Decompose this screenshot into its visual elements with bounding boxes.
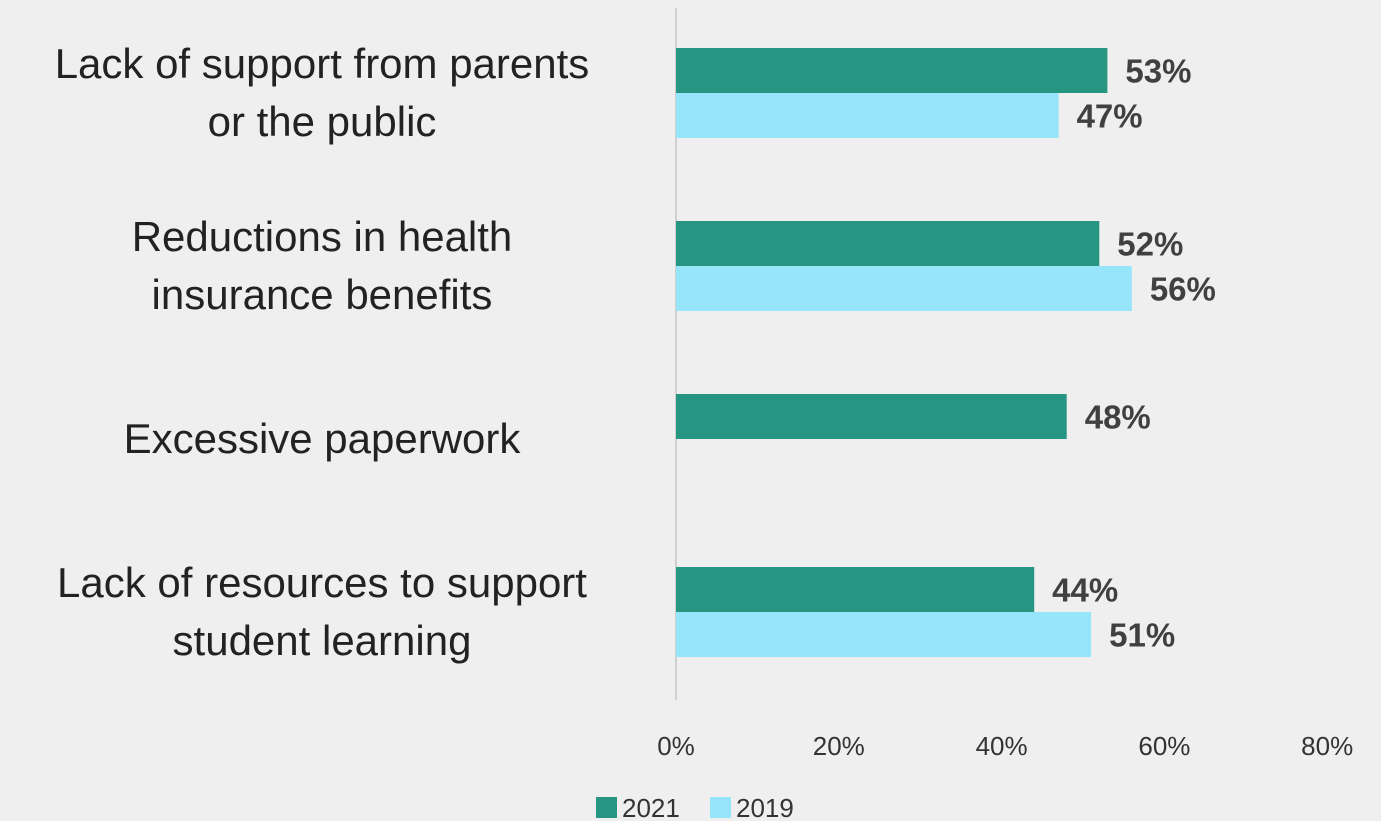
bar-2021-3: [676, 567, 1035, 612]
legend-label: 2021: [622, 793, 680, 821]
category-label: Excessive paperwork: [124, 415, 522, 462]
legend-swatch-2021: [596, 797, 617, 818]
bar-2021-2: [676, 394, 1067, 439]
category-label: or the public: [208, 98, 437, 145]
bar-2021-1: [676, 221, 1100, 266]
category-label: Lack of support from parents: [55, 40, 590, 87]
x-tick-label: 20%: [813, 731, 865, 761]
x-tick-label: 60%: [1138, 731, 1190, 761]
legend-swatch-2019: [710, 797, 731, 818]
data-label: 44%: [1052, 572, 1118, 609]
x-axis-ticks: 0% 20% 40% 60% 80%: [657, 731, 1353, 761]
bar-2021-0: [676, 48, 1108, 93]
category-label: student learning: [173, 617, 472, 664]
legend-label: 2019: [736, 793, 794, 821]
data-label: 47%: [1077, 98, 1143, 135]
x-tick-label: 0%: [657, 731, 695, 761]
bar-2019-0: [676, 93, 1059, 138]
category-labels: Lack of support from parents or the publi…: [55, 40, 590, 664]
data-label: 52%: [1117, 226, 1183, 263]
category-label: Reductions in health: [132, 213, 513, 260]
bar-2019-1: [676, 266, 1132, 311]
data-labels: 53% 52% 48% 44% 47% 56% 51%: [1052, 53, 1216, 654]
bar-2019-3: [676, 612, 1092, 657]
category-label: insurance benefits: [152, 271, 493, 318]
x-tick-label: 80%: [1301, 731, 1353, 761]
data-label: 51%: [1109, 617, 1175, 654]
data-label: 48%: [1085, 399, 1151, 436]
category-label: Lack of resources to support: [57, 559, 587, 606]
x-tick-label: 40%: [976, 731, 1028, 761]
data-label: 56%: [1150, 271, 1216, 308]
bars: [676, 48, 1132, 657]
legend: 2021 2019: [596, 793, 794, 821]
data-label: 53%: [1125, 53, 1191, 90]
